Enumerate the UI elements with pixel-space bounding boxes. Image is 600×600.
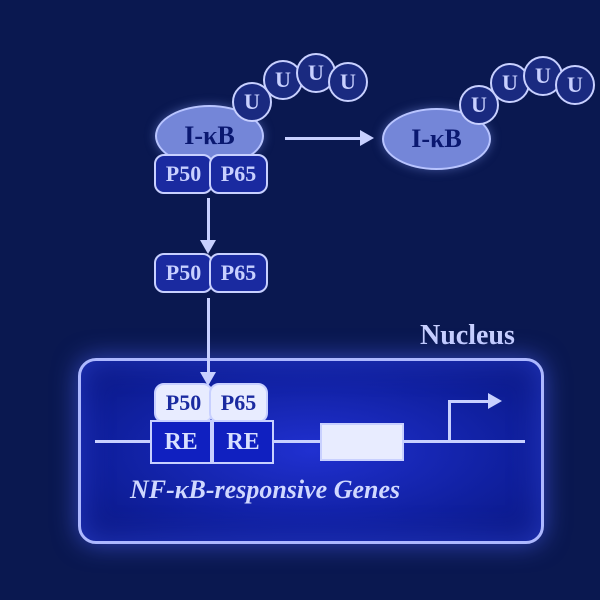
p65-box: P65: [209, 253, 268, 293]
nucleus-box: [78, 358, 544, 544]
gene-box: [320, 423, 404, 461]
diagram-canvas: I-κB U U U U P50 P65 I-κB U U U U P50 P6…: [0, 0, 600, 600]
arrow-dissociation: [285, 137, 362, 140]
p50-box: P50: [154, 253, 213, 293]
ubiquitin-icon: U: [555, 65, 595, 105]
p50-box: P50: [154, 383, 213, 423]
p65-box: P65: [209, 383, 268, 423]
p65-box: P65: [209, 154, 268, 194]
ubiquitin-icon: U: [328, 62, 368, 102]
arrow-head-icon: [360, 130, 374, 146]
arrow-head-icon: [200, 240, 216, 254]
dna-line: [400, 440, 525, 443]
p50-box: P50: [154, 154, 213, 194]
re-box: RE: [212, 420, 274, 464]
arrow-release: [207, 198, 210, 242]
dna-line: [270, 440, 320, 443]
dna-line: [95, 440, 150, 443]
nucleus-label: Nucleus: [420, 320, 515, 352]
arrow-translocation: [207, 298, 210, 374]
gene-label: NF-κB-responsive Genes: [130, 475, 400, 505]
re-box: RE: [150, 420, 212, 464]
